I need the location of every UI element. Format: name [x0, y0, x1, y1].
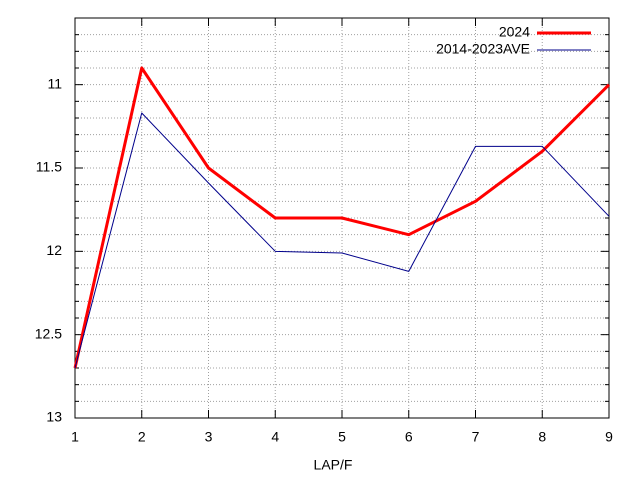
x-tick-label: 3	[205, 429, 213, 445]
x-tick-label: 7	[472, 429, 480, 445]
x-tick-label: 5	[338, 429, 346, 445]
x-tick-label: 9	[605, 429, 613, 445]
plot-frame	[74, 17, 610, 419]
x-tick-label: 4	[271, 429, 279, 445]
line-series	[74, 112, 610, 369]
legend-label: 2024	[499, 24, 530, 40]
x-tick-label: 1	[71, 429, 79, 445]
x-axis-label: LAP/F	[314, 457, 353, 473]
line-series	[73, 66, 611, 369]
y-tick-label: 12.5	[35, 325, 62, 341]
x-tick-label: 6	[405, 429, 413, 445]
y-tick-label: 12	[46, 242, 62, 258]
x-tick-label: 8	[538, 429, 546, 445]
y-tick-label: 11	[47, 75, 62, 91]
y-tick-label: 11.5	[36, 159, 62, 175]
x-tick-label: 2	[138, 429, 146, 445]
legend-label: 2014-2023AVE	[436, 41, 530, 57]
y-tick-label: 13	[46, 409, 62, 425]
